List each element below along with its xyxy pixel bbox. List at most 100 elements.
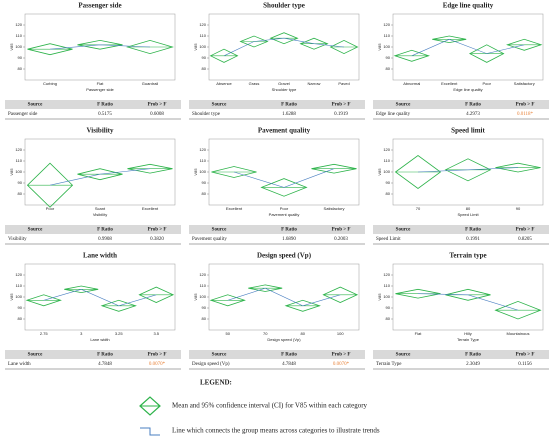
y-tick-label: 100 — [15, 44, 22, 49]
table-cell: 2.3049 — [466, 362, 480, 367]
y-tick-label: 110 — [200, 33, 207, 38]
table-cell: Passenger side — [8, 112, 38, 117]
y-tick-label: 110 — [200, 283, 207, 288]
x-tick-label: Satisfactory — [324, 206, 345, 211]
means-line — [417, 293, 519, 311]
table-cell: 1.6288 — [282, 112, 296, 117]
chart-title: Lane width — [83, 252, 117, 260]
y-axis-label: V85 — [9, 293, 14, 301]
x-tick-label: 100 — [337, 331, 344, 336]
x-tick-label: Paved — [338, 81, 349, 86]
y-tick-label: 120 — [199, 147, 206, 152]
table-header-cell: Source — [396, 228, 411, 233]
table-cell: Pavement quality — [192, 237, 227, 242]
table-header-cell: Prob > F — [148, 103, 167, 108]
y-tick-label: 90 — [202, 305, 207, 310]
y-tick-label: 120 — [383, 22, 390, 27]
table-cell: 0.1156 — [518, 362, 532, 367]
y-tick-label: 120 — [383, 147, 390, 152]
table-header-cell: F Ratio — [97, 103, 113, 108]
plot-area — [392, 13, 544, 81]
y-tick-label: 90 — [386, 55, 391, 60]
x-tick-label: Guardrail — [142, 81, 159, 86]
table-header-cell: F Ratio — [281, 103, 297, 108]
table-cell: Edge line quality — [376, 112, 411, 117]
x-tick-label: 50 — [226, 331, 231, 336]
y-tick-label: 80 — [18, 66, 23, 71]
x-tick-label: Absence — [216, 81, 232, 86]
table-cell: 4.7848 — [98, 362, 112, 367]
x-tick-label: 2.75 — [40, 331, 49, 336]
table-header — [189, 100, 365, 109]
x-tick-label: 3.25 — [115, 331, 124, 336]
x-tick-label: Grass — [249, 81, 260, 86]
table-cell: Shoulder type — [192, 112, 221, 117]
table-header — [5, 100, 181, 109]
chart-title: Terrain type — [449, 252, 486, 260]
table-cell: Speed Limit — [376, 237, 401, 242]
x-tick-label: Narrow — [308, 81, 321, 86]
table-header-cell: Prob > F — [516, 228, 535, 233]
table-header-cell: F Ratio — [465, 353, 481, 358]
y-tick-label: 100 — [383, 44, 390, 49]
y-tick-label: 90 — [202, 55, 207, 60]
means-line — [233, 168, 335, 188]
x-tick-label: Poor — [483, 81, 492, 86]
y-tick-label: 80 — [202, 66, 207, 71]
chart-title: Edge line quality — [443, 2, 494, 10]
x-tick-label: Excellent — [142, 206, 159, 211]
table-header-cell: F Ratio — [465, 103, 481, 108]
table-header — [373, 225, 549, 234]
y-tick-label: 120 — [383, 272, 390, 277]
table-cell: 0.1991 — [466, 237, 480, 242]
y-tick-label: 110 — [384, 33, 391, 38]
table-header-cell: F Ratio — [97, 228, 113, 233]
table-header-cell: Prob > F — [516, 353, 535, 358]
x-axis-label: Design speed (Vp) — [267, 337, 301, 342]
x-tick-label: Scant — [95, 206, 106, 211]
legend-title: LEGEND: — [200, 379, 232, 387]
y-axis-label: V85 — [193, 168, 198, 176]
x-tick-label: Excellent — [441, 81, 458, 86]
y-axis-label: V85 — [9, 43, 14, 51]
table-header-cell: F Ratio — [281, 353, 297, 358]
table-cell: 0.5175 — [98, 112, 112, 117]
y-tick-label: 110 — [384, 158, 391, 163]
x-tick-label: Gravel — [278, 81, 290, 86]
table-header-cell: F Ratio — [97, 353, 113, 358]
y-tick-label: 80 — [18, 316, 23, 321]
x-axis-label: Terrain Type — [457, 337, 480, 342]
y-tick-label: 110 — [200, 158, 207, 163]
table-cell: 0.6008 — [150, 112, 164, 117]
plot-area — [392, 263, 544, 331]
legend-line — [140, 427, 160, 436]
means-line — [223, 37, 345, 57]
plot-area — [24, 138, 176, 206]
chart-title: Shoulder type — [263, 2, 305, 10]
x-tick-label: Mountainous — [507, 331, 530, 336]
x-tick-label: Abnormal — [403, 81, 420, 86]
table-header-cell: F Ratio — [465, 228, 481, 233]
means-line — [417, 167, 519, 173]
table-header — [5, 225, 181, 234]
x-tick-label: Flat — [97, 81, 105, 86]
x-tick-label: 70 — [263, 331, 268, 336]
x-tick-label: Excellent — [226, 206, 243, 211]
x-tick-label: Satisfactory — [514, 81, 535, 86]
x-tick-label: 80 — [301, 331, 306, 336]
y-tick-label: 100 — [383, 169, 390, 174]
y-tick-label: 80 — [202, 191, 207, 196]
y-tick-label: 110 — [16, 33, 23, 38]
table-header-cell: Prob > F — [148, 228, 167, 233]
table-header-cell: Source — [396, 353, 411, 358]
chart-title: Design speed (Vp) — [257, 252, 312, 260]
table-cell: 4.2973 — [466, 112, 480, 117]
table-cell: 4.7848 — [282, 362, 296, 367]
x-axis-label: Speed Limit — [457, 212, 479, 217]
x-tick-label: 3 — [80, 331, 83, 336]
table-header-cell: Prob > F — [332, 228, 351, 233]
table-header-cell: Source — [28, 103, 43, 108]
y-axis-label: V85 — [193, 293, 198, 301]
y-tick-label: 90 — [18, 180, 23, 185]
